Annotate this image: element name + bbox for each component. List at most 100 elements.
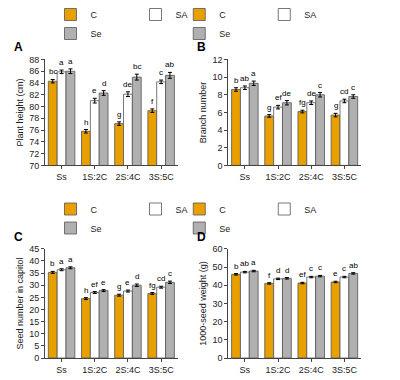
svg-text:d: d [135, 272, 139, 281]
svg-text:g: g [334, 101, 338, 110]
svg-text:60: 60 [212, 244, 222, 254]
svg-text:SA: SA [176, 10, 188, 20]
svg-text:Se: Se [91, 29, 102, 39]
svg-text:ef: ef [91, 280, 98, 289]
svg-text:f: f [268, 271, 271, 280]
svg-text:2S:4C: 2S:4C [299, 365, 325, 375]
svg-text:2S:4C: 2S:4C [115, 365, 141, 375]
svg-text:a: a [59, 58, 64, 67]
svg-text:3S:5C: 3S:5C [149, 172, 175, 182]
svg-text:bc: bc [49, 67, 57, 76]
svg-text:Branch number: Branch number [198, 82, 208, 144]
svg-text:cd: cd [157, 274, 165, 283]
svg-text:5: 5 [34, 341, 39, 351]
svg-text:h: h [84, 118, 88, 127]
svg-text:15: 15 [29, 317, 39, 327]
svg-text:50: 50 [212, 262, 222, 272]
svg-text:84: 84 [29, 78, 39, 88]
svg-text:bc: bc [133, 62, 141, 71]
svg-text:SA: SA [176, 205, 188, 215]
svg-text:80: 80 [29, 102, 39, 112]
svg-text:de: de [307, 89, 316, 98]
svg-text:b: b [50, 259, 55, 268]
svg-text:45: 45 [29, 244, 39, 254]
svg-text:Seed number in capitol: Seed number in capitol [15, 257, 25, 349]
svg-text:A: A [14, 40, 23, 54]
svg-text:fg: fg [149, 281, 156, 290]
svg-text:C: C [91, 10, 98, 20]
svg-text:82: 82 [29, 90, 39, 100]
svg-text:c: c [351, 83, 355, 92]
svg-text:12: 12 [212, 55, 222, 65]
svg-text:fg: fg [299, 98, 306, 107]
svg-text:d: d [285, 266, 289, 275]
svg-text:Se: Se [219, 224, 230, 234]
svg-text:10: 10 [212, 72, 222, 82]
svg-text:ab: ab [165, 60, 174, 69]
svg-text:ab: ab [349, 261, 358, 270]
svg-text:0: 0 [217, 161, 222, 171]
svg-text:C: C [14, 230, 23, 244]
svg-text:3S:5C: 3S:5C [332, 172, 358, 182]
svg-text:20: 20 [212, 317, 222, 327]
svg-text:cd: cd [340, 87, 348, 96]
svg-text:2: 2 [217, 143, 222, 153]
svg-text:d: d [276, 266, 280, 275]
svg-text:g: g [117, 110, 121, 119]
svg-text:ab: ab [240, 74, 249, 83]
svg-text:35: 35 [29, 268, 39, 278]
svg-text:C: C [219, 205, 226, 215]
svg-text:Ss: Ss [240, 172, 251, 182]
svg-text:D: D [197, 230, 206, 244]
svg-text:88: 88 [29, 55, 39, 65]
svg-text:30: 30 [29, 280, 39, 290]
svg-text:SA: SA [304, 205, 316, 215]
svg-text:0: 0 [217, 353, 222, 363]
svg-text:a: a [68, 255, 73, 264]
svg-text:78: 78 [29, 113, 39, 123]
svg-text:c: c [318, 263, 322, 272]
svg-text:g: g [117, 282, 121, 291]
svg-text:a: a [251, 69, 256, 78]
svg-text:25: 25 [29, 293, 39, 303]
svg-text:Ss: Ss [240, 365, 251, 375]
svg-text:ef: ef [275, 93, 282, 102]
svg-text:e: e [101, 278, 106, 287]
svg-text:Ss: Ss [56, 172, 67, 182]
svg-text:d: d [102, 79, 106, 88]
svg-text:70: 70 [29, 161, 39, 171]
svg-text:1S:2C: 1S:2C [266, 172, 292, 182]
svg-text:e: e [333, 269, 338, 278]
svg-text:6: 6 [217, 108, 222, 118]
svg-text:a: a [68, 57, 73, 66]
svg-text:74: 74 [29, 137, 39, 147]
svg-text:c: c [309, 264, 313, 273]
svg-text:40: 40 [29, 256, 39, 266]
svg-text:86: 86 [29, 66, 39, 76]
svg-text:1S:2C: 1S:2C [266, 365, 292, 375]
svg-text:a: a [59, 257, 64, 266]
svg-text:Se: Se [219, 29, 230, 39]
svg-text:C: C [219, 10, 226, 20]
svg-text:20: 20 [29, 305, 39, 315]
svg-text:de: de [282, 89, 291, 98]
svg-text:1S:2C: 1S:2C [82, 172, 108, 182]
svg-text:0: 0 [34, 353, 39, 363]
svg-text:2S:4C: 2S:4C [299, 172, 325, 182]
svg-text:72: 72 [29, 149, 39, 159]
svg-text:10: 10 [212, 335, 222, 345]
svg-text:3S:5C: 3S:5C [149, 365, 175, 375]
svg-text:C: C [91, 205, 98, 215]
svg-text:4: 4 [217, 125, 222, 135]
svg-text:30: 30 [212, 299, 222, 309]
svg-text:ab: ab [240, 259, 249, 268]
svg-text:de: de [123, 80, 132, 89]
svg-text:b: b [234, 76, 239, 85]
svg-text:f: f [151, 97, 154, 106]
svg-text:c: c [318, 81, 322, 90]
svg-text:1000-seed weight (g): 1000-seed weight (g) [198, 261, 208, 346]
svg-text:e: e [92, 86, 97, 95]
svg-text:Se: Se [91, 224, 102, 234]
svg-text:c: c [342, 264, 346, 273]
svg-text:2S:4C: 2S:4C [115, 172, 141, 182]
